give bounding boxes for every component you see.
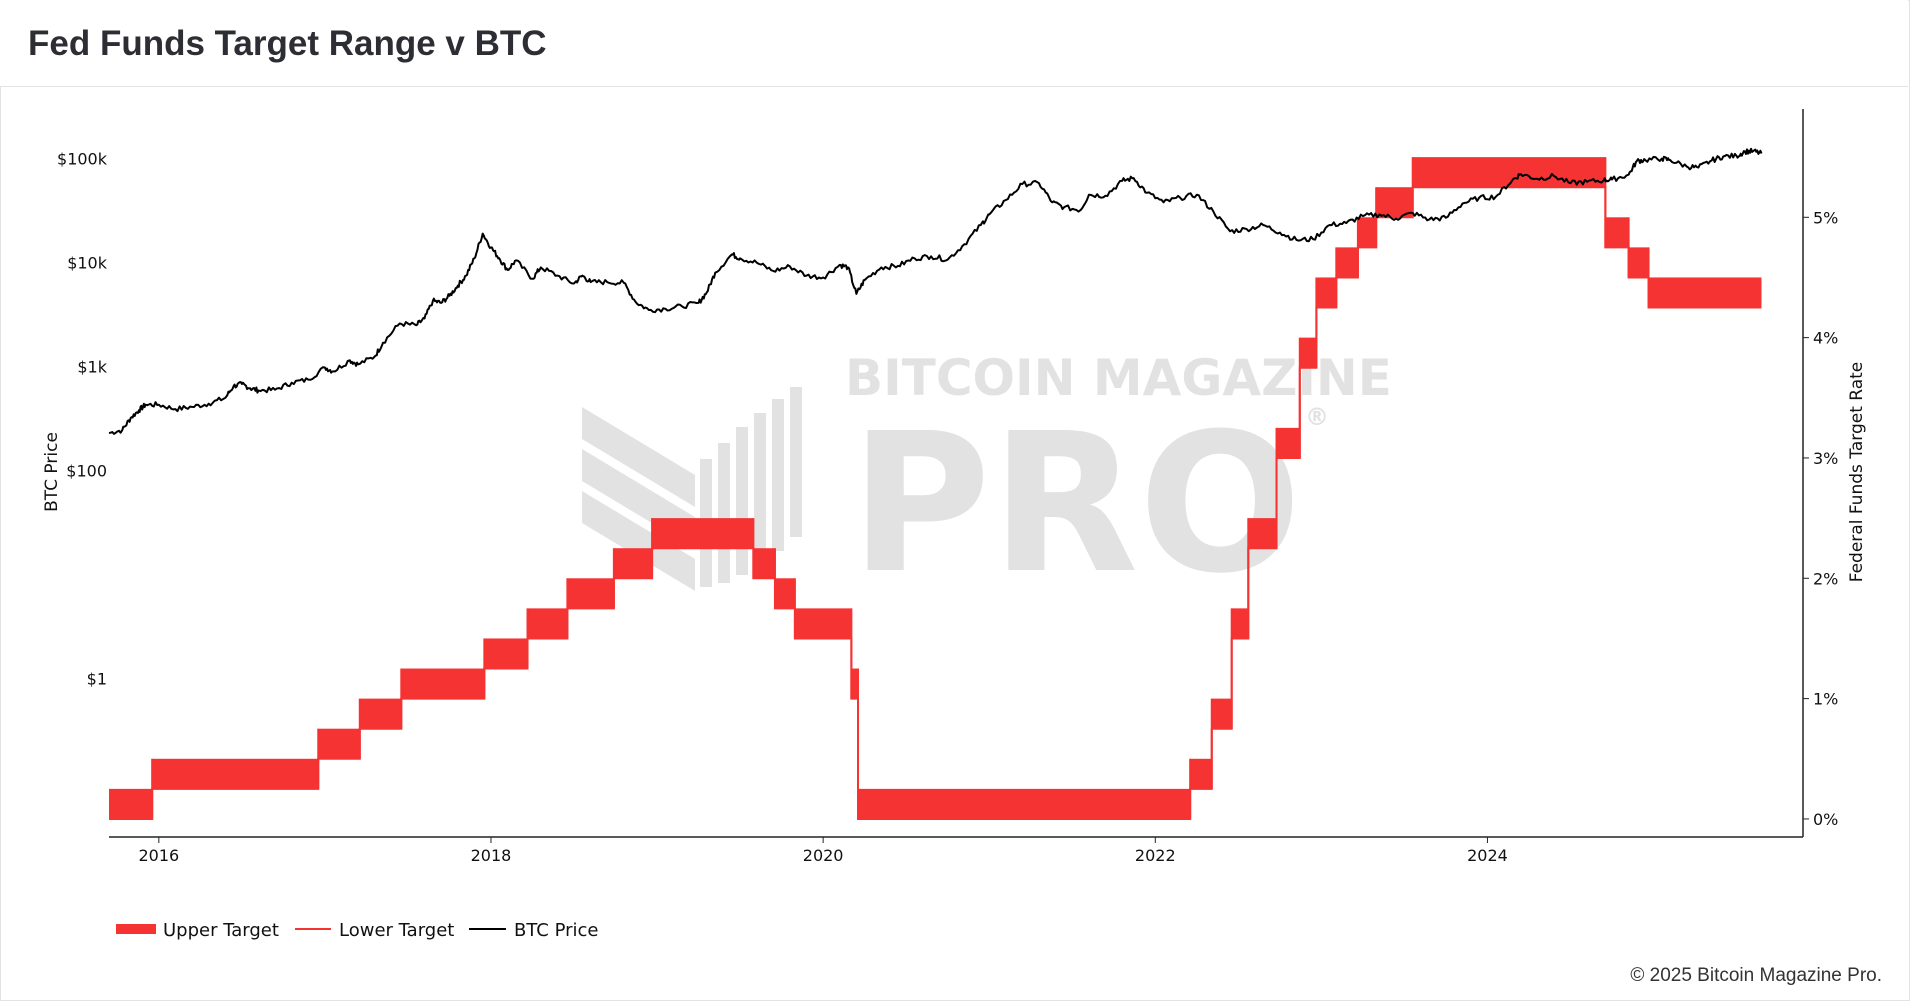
target-range-block [851,668,859,699]
header: Fed Funds Target Range v BTC [0,0,1908,87]
target-range-block [1605,217,1629,248]
target-range-block [527,608,568,639]
x-tick-label: 2022 [1135,846,1176,865]
watermark-trademark: ® [1305,403,1329,431]
x-tick-label: 2020 [803,846,844,865]
target-range-block [774,578,795,609]
btc-price-line [108,147,1763,435]
target-range-block [359,698,402,729]
target-range-bars [109,157,1762,819]
right-tick-label: 0% [1813,810,1838,829]
target-range-block [1248,518,1277,549]
target-range-block [1190,758,1212,789]
target-range-block [567,578,614,609]
chart[interactable]: BITCOIN MAGAZINE PRO ® 2016 2018 2020 2022 2… [0,87,1908,999]
right-tick-label: 2% [1813,569,1838,588]
left-axis-title: BTC Price [42,432,62,512]
lower-target-line [109,186,1762,820]
target-range-block [1628,247,1649,278]
legend: Upper Target Lower Target BTC Price [116,920,599,941]
left-tick-label: $10k [67,254,108,273]
right-tick-label: 5% [1813,208,1838,227]
target-range-block [1648,277,1762,308]
left-tick-label: $100k [57,150,108,169]
left-axis-ticks: $1 $100 $1k $10k $100k [57,150,108,689]
target-range-block [1376,187,1413,218]
target-range-block [1412,157,1606,188]
right-tick-label: 4% [1813,329,1838,348]
target-range-block [1299,337,1317,368]
x-tick-label: 2016 [138,846,179,865]
right-tick-label: 3% [1813,449,1838,468]
watermark: BITCOIN MAGAZINE PRO ® [582,349,1392,616]
target-range-block [484,638,528,669]
target-range-block [652,518,754,549]
legend-item-upper-target[interactable]: Upper Target [116,920,279,941]
page-title: Fed Funds Target Range v BTC [28,24,547,63]
x-tick-label: 2024 [1467,846,1508,865]
left-tick-label: $1 [87,670,107,689]
target-range-block [794,608,852,639]
legend-label-upper-target: Upper Target [163,920,279,941]
legend-item-btc-price[interactable]: BTC Price [469,920,599,941]
legend-item-lower-target[interactable]: Lower Target [295,920,454,941]
target-range-block [401,668,485,699]
legend-label-btc-price: BTC Price [514,920,599,941]
target-range-block [1357,217,1377,248]
target-range-block [753,548,775,579]
target-range-block [318,728,360,759]
legend-label-lower-target: Lower Target [339,920,454,941]
target-range-block [1316,277,1337,308]
watermark-line2: PRO [850,393,1302,616]
right-axis-ticks: 0% 1% 2% 3% 4% 5% [1803,208,1838,829]
x-tick-label: 2018 [471,846,512,865]
right-axis-title: Federal Funds Target Rate [1847,362,1867,583]
x-axis-ticks: 2016 2018 2020 2022 2024 [138,837,1508,865]
copyright-footer: © 2025 Bitcoin Magazine Pro. [1630,965,1882,986]
target-range-block [109,788,153,819]
target-range-block [1231,608,1249,639]
left-tick-label: $1k [77,358,107,377]
target-range-block [1276,427,1300,458]
target-range-block [613,548,653,579]
target-range-block [1336,247,1358,278]
target-range-block [858,788,1191,819]
right-tick-label: 1% [1813,690,1838,709]
left-tick-label: $100 [66,462,107,481]
target-range-block [1211,698,1232,729]
target-range-block [152,758,319,789]
